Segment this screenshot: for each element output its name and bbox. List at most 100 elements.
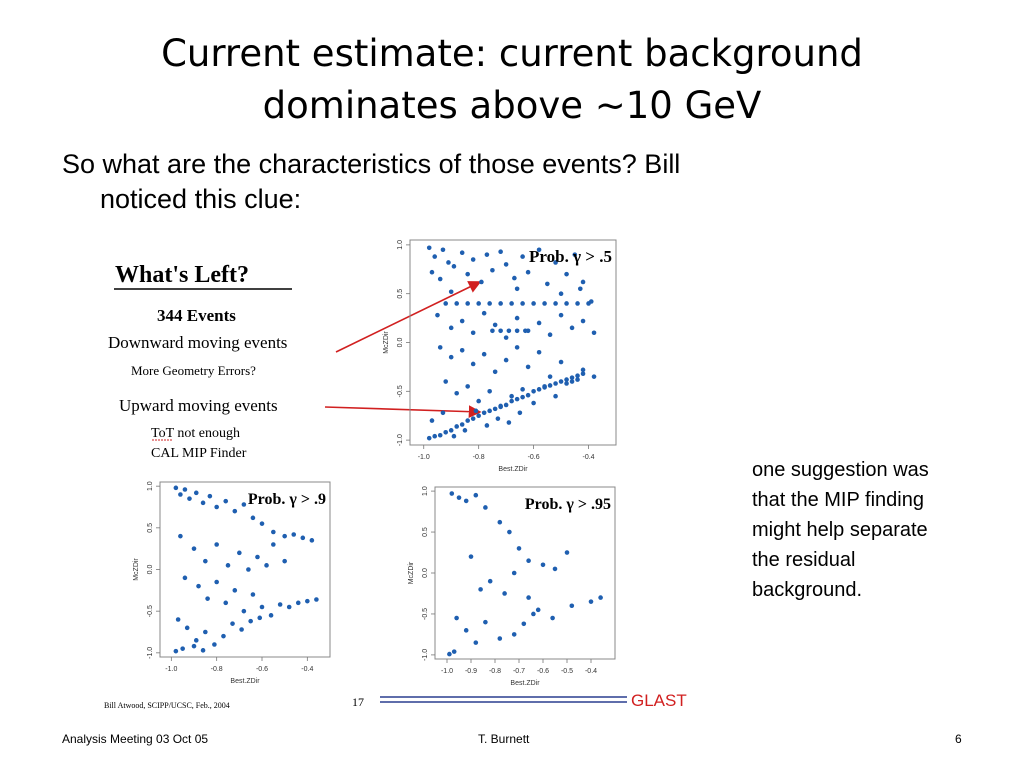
data-point — [448, 325, 454, 331]
data-point — [173, 648, 179, 654]
data-point — [564, 377, 569, 382]
data-point — [264, 563, 269, 568]
data-point — [580, 279, 586, 285]
data-point — [580, 318, 586, 324]
data-point — [207, 493, 213, 499]
data-point — [271, 529, 276, 535]
x-tick-label: -1.0 — [418, 454, 430, 461]
data-point — [314, 597, 319, 602]
data-point — [463, 498, 469, 504]
data-point — [282, 558, 287, 564]
data-point — [507, 529, 512, 535]
data-point — [512, 275, 517, 281]
data-point — [454, 615, 459, 621]
data-point — [575, 301, 580, 306]
data-point — [241, 608, 247, 614]
data-point — [492, 369, 498, 375]
data-point — [498, 404, 503, 410]
data-point — [255, 554, 260, 560]
data-point — [540, 562, 546, 568]
x-tick-label: -0.4 — [585, 668, 597, 675]
y-tick-label: 1.0 — [397, 240, 404, 250]
data-point — [487, 389, 492, 394]
data-point — [463, 628, 469, 633]
data-point — [232, 588, 238, 593]
data-point — [542, 385, 547, 390]
data-point — [580, 371, 586, 377]
data-point — [481, 351, 487, 357]
data-point — [470, 361, 476, 367]
data-point — [459, 422, 465, 427]
data-point — [497, 636, 503, 641]
data-point — [536, 320, 542, 326]
data-point — [558, 312, 564, 318]
data-point — [586, 301, 591, 306]
arrow-upward — [324, 405, 482, 419]
data-point — [443, 379, 449, 384]
side-note-line-1: one suggestion was — [752, 459, 929, 481]
plot-title: Prob. γ > .5 — [529, 247, 612, 266]
x-tick-label: -0.5 — [561, 668, 573, 675]
data-point — [454, 301, 459, 306]
data-point — [564, 301, 569, 306]
data-point — [575, 377, 580, 382]
data-point — [531, 400, 536, 406]
data-point — [193, 490, 199, 496]
data-point — [476, 301, 481, 306]
data-point — [426, 435, 432, 441]
x-axis-label: Best.ZDir — [230, 678, 260, 685]
data-point — [509, 398, 514, 404]
x-tick-label: -0.8 — [211, 666, 223, 673]
y-axis-label: McZDir — [383, 331, 390, 354]
data-point — [487, 301, 492, 306]
data-point — [572, 252, 578, 257]
data-point — [525, 269, 531, 275]
data-point — [182, 575, 188, 581]
data-point — [498, 249, 503, 255]
data-point — [536, 387, 542, 392]
data-point — [437, 276, 443, 282]
data-point — [542, 301, 547, 306]
data-point — [553, 301, 558, 306]
data-point — [451, 433, 457, 439]
arrow-downward — [335, 281, 482, 353]
data-point — [459, 348, 465, 353]
x-tick-label: -0.9 — [465, 668, 477, 675]
data-point — [517, 410, 523, 416]
data-point — [232, 508, 238, 514]
data-point — [454, 424, 459, 429]
data-point — [268, 613, 274, 618]
glast-logo-text: GLAST — [631, 691, 687, 710]
data-point — [564, 550, 570, 555]
plot-title: Prob. γ > .95 — [525, 496, 611, 513]
data-point — [550, 615, 555, 621]
data-point — [553, 381, 558, 386]
data-point — [492, 406, 498, 412]
data-point — [448, 354, 454, 360]
bullet-line-1: So what are the characteristics of those… — [62, 149, 681, 179]
x-tick-label: -0.4 — [301, 666, 313, 673]
figure-page-number: 17 — [352, 695, 364, 709]
tot-label: ToT not enough — [151, 426, 240, 441]
data-point — [514, 315, 520, 321]
data-point — [459, 250, 465, 255]
data-point — [459, 318, 465, 324]
data-point — [259, 604, 265, 610]
x-tick-label: -0.6 — [528, 454, 540, 461]
data-point — [178, 533, 183, 539]
data-point — [498, 301, 503, 306]
side-note: one suggestion was that the MIP finding … — [752, 455, 1002, 605]
data-point — [237, 550, 242, 556]
data-point — [203, 558, 208, 564]
data-point — [449, 491, 455, 496]
side-note-line-4: the residual — [752, 549, 856, 571]
data-point — [271, 542, 276, 547]
data-point — [502, 591, 507, 596]
data-point — [506, 328, 512, 334]
data-point — [230, 621, 235, 626]
data-point — [426, 245, 432, 251]
data-point — [286, 604, 292, 610]
data-point — [432, 254, 438, 259]
data-point — [569, 379, 575, 384]
